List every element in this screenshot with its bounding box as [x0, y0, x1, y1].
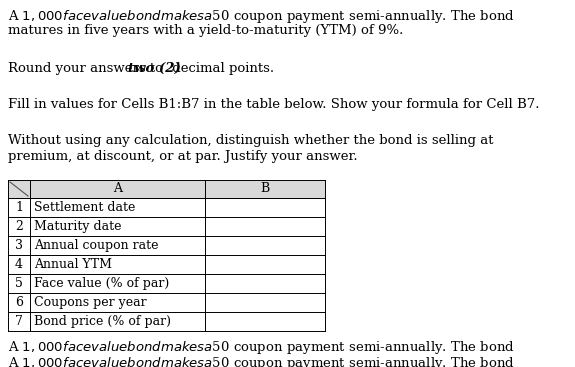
- Text: A $1,000 face value bond makes a $50 coupon payment semi-annually. The bond: A $1,000 face value bond makes a $50 cou…: [8, 8, 515, 25]
- Text: 6: 6: [15, 296, 23, 309]
- Text: Bond price (% of par): Bond price (% of par): [34, 315, 171, 328]
- Text: 2: 2: [15, 220, 23, 233]
- Text: Fill in values for Cells B1:B7 in the table below. Show your formula for Cell B7: Fill in values for Cells B1:B7 in the ta…: [8, 98, 539, 111]
- Text: 5: 5: [15, 277, 23, 290]
- Text: Round your answers to: Round your answers to: [8, 62, 167, 75]
- Text: 3: 3: [15, 239, 23, 252]
- Text: Annual coupon rate: Annual coupon rate: [34, 239, 159, 252]
- Text: Without using any calculation, distinguish whether the bond is selling at: Without using any calculation, distingui…: [8, 134, 493, 147]
- Text: two (2): two (2): [128, 62, 181, 75]
- Text: Settlement date: Settlement date: [34, 201, 135, 214]
- Text: A: A: [113, 182, 122, 196]
- Text: 1: 1: [15, 201, 23, 214]
- Text: Annual YTM: Annual YTM: [34, 258, 112, 271]
- Text: A $1,000 face value bond makes a $50 coupon payment semi-annually. The bond: A $1,000 face value bond makes a $50 cou…: [8, 355, 515, 367]
- Text: premium, at discount, or at par. Justify your answer.: premium, at discount, or at par. Justify…: [8, 150, 358, 163]
- Text: decimal points.: decimal points.: [168, 62, 274, 75]
- Text: A $1,000 face value bond makes a $50 coupon payment semi-annually. The bond: A $1,000 face value bond makes a $50 cou…: [8, 339, 515, 356]
- Text: matures in five years with a yield-to-maturity (YTM) of 9%.: matures in five years with a yield-to-ma…: [8, 24, 404, 37]
- Text: Face value (% of par): Face value (% of par): [34, 277, 169, 290]
- Bar: [8, 180, 325, 198]
- Text: 4: 4: [15, 258, 23, 271]
- Text: Maturity date: Maturity date: [34, 220, 121, 233]
- Text: 7: 7: [15, 315, 23, 328]
- Text: Coupons per year: Coupons per year: [34, 296, 147, 309]
- Text: B: B: [260, 182, 270, 196]
